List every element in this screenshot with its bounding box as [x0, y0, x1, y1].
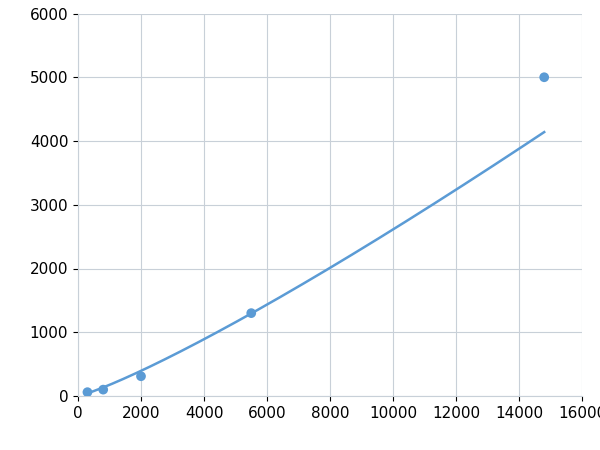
Point: [247, 310, 256, 317]
Point: [98, 386, 108, 393]
Point: [83, 388, 92, 396]
Point: [136, 373, 146, 380]
Point: [539, 74, 549, 81]
